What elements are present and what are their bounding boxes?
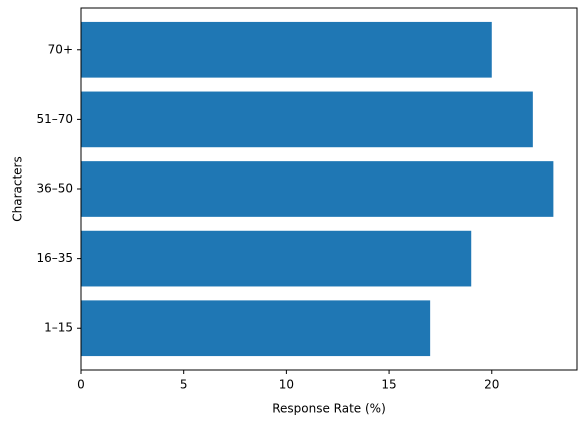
y-tick-label: 36–50 [36, 182, 73, 196]
bar [81, 230, 472, 287]
y-tick-label: 16–35 [36, 251, 73, 265]
y-tick-label: 70+ [48, 42, 73, 56]
x-tick-label: 10 [279, 378, 294, 392]
bar [81, 300, 431, 357]
bar [81, 91, 533, 148]
x-tick-label: 0 [77, 378, 85, 392]
x-axis-label: Response Rate (%) [272, 402, 386, 416]
y-tick-label: 1–15 [44, 321, 73, 335]
x-tick-label: 20 [484, 378, 499, 392]
x-tick-label: 15 [381, 378, 396, 392]
plot-frame [80, 7, 578, 371]
x-tick-label: 5 [180, 378, 188, 392]
bar [81, 161, 554, 217]
bar [81, 21, 492, 78]
y-tick-label: 51–70 [36, 112, 73, 126]
y-axis-label: Characters [11, 156, 25, 222]
